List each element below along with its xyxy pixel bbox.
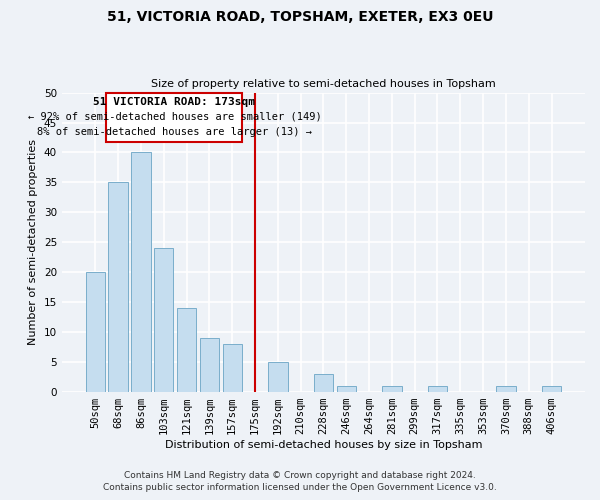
Bar — [86, 272, 105, 392]
FancyBboxPatch shape — [106, 92, 242, 142]
Bar — [109, 182, 128, 392]
Title: Size of property relative to semi-detached houses in Topsham: Size of property relative to semi-detach… — [151, 79, 496, 89]
Bar — [131, 152, 151, 392]
Bar — [177, 308, 196, 392]
Bar — [496, 386, 515, 392]
Bar — [428, 386, 447, 392]
Bar — [314, 374, 333, 392]
Text: 51 VICTORIA ROAD: 173sqm: 51 VICTORIA ROAD: 173sqm — [94, 98, 256, 108]
Text: ← 92% of semi-detached houses are smaller (149): ← 92% of semi-detached houses are smalle… — [28, 112, 321, 122]
Bar — [268, 362, 287, 392]
Text: 51, VICTORIA ROAD, TOPSHAM, EXETER, EX3 0EU: 51, VICTORIA ROAD, TOPSHAM, EXETER, EX3 … — [107, 10, 493, 24]
X-axis label: Distribution of semi-detached houses by size in Topsham: Distribution of semi-detached houses by … — [164, 440, 482, 450]
Bar — [154, 248, 173, 392]
Bar — [200, 338, 219, 392]
Bar — [223, 344, 242, 392]
Text: Contains HM Land Registry data © Crown copyright and database right 2024.
Contai: Contains HM Land Registry data © Crown c… — [103, 471, 497, 492]
Bar — [542, 386, 561, 392]
Bar — [337, 386, 356, 392]
Y-axis label: Number of semi-detached properties: Number of semi-detached properties — [28, 140, 38, 346]
Bar — [382, 386, 401, 392]
Text: 8% of semi-detached houses are larger (13) →: 8% of semi-detached houses are larger (1… — [37, 126, 312, 136]
